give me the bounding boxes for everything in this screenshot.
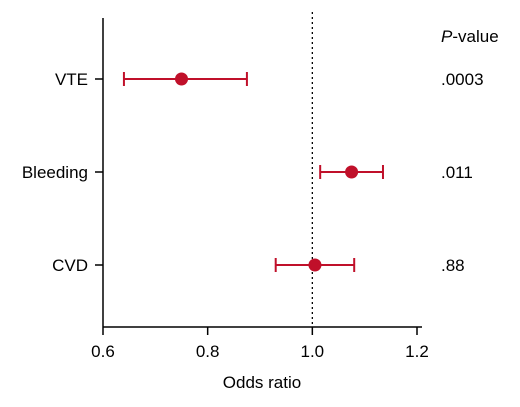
- category-label: VTE: [55, 70, 88, 89]
- estimate-point: [175, 72, 188, 86]
- category-label: Bleeding: [22, 163, 88, 182]
- pvalue-header: P-value: [441, 27, 499, 46]
- estimate-point: [345, 165, 359, 179]
- pvalue-label: .011: [441, 163, 473, 182]
- x-tick-label: 1.0: [301, 342, 325, 361]
- pvalue-label: .0003: [441, 70, 484, 89]
- category-label: CVD: [52, 256, 88, 275]
- pvalue-label: .88: [441, 256, 465, 275]
- x-axis-title: Odds ratio: [223, 373, 301, 392]
- x-tick-label: 1.2: [405, 342, 429, 361]
- estimate-point: [308, 258, 322, 272]
- x-tick-label: 0.8: [196, 342, 220, 361]
- x-tick-label: 0.6: [91, 342, 115, 361]
- category-rows: VTE .0003 Bleeding .011 CVD .88: [22, 70, 484, 275]
- pvalue-header-italic: P: [441, 27, 453, 46]
- x-axis-ticks: 0.6 0.8 1.0 1.2: [91, 327, 429, 361]
- pvalue-header-rest: -value: [452, 27, 498, 46]
